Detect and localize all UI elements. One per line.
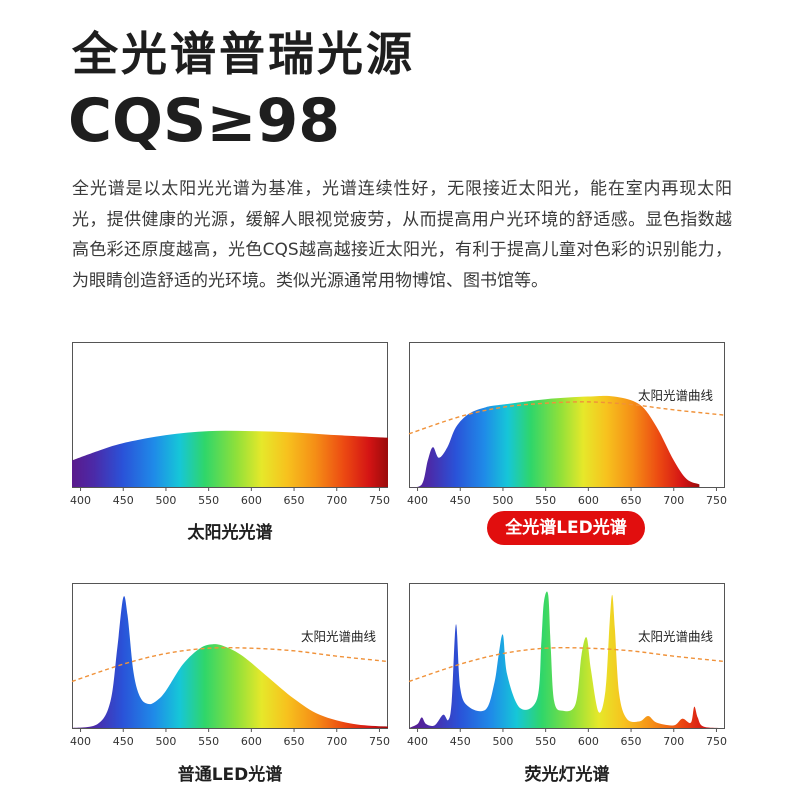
plot-frame: [409, 583, 725, 729]
x-tick-label: 400: [70, 735, 91, 748]
curve-label: 太阳光谱曲线: [638, 629, 714, 644]
sunlight-reference-curve: [71, 646, 389, 683]
x-tick-label: 450: [450, 494, 471, 507]
curve-label: 太阳光谱曲线: [301, 629, 377, 644]
chart-fluorescent: 太阳光谱曲线 400 450 500 550 600 650 700 750: [407, 583, 727, 753]
x-tick-label: 500: [155, 494, 176, 507]
x-tick-label: 450: [113, 735, 134, 748]
caption-ordinary-led: 普通LED光谱: [177, 765, 283, 785]
caption-full-spectrum-led: 全光谱LED光谱: [487, 511, 645, 545]
caption-fluorescent: 荧光灯光谱: [524, 765, 610, 785]
chart-sunlight-spectrum: 400 450 500 550 600 650 700 750: [70, 342, 390, 512]
x-tick-label: 600: [241, 735, 262, 748]
x-tick-label: 550: [198, 735, 219, 748]
sunlight-reference-curve: [408, 646, 726, 683]
x-tick-label: 450: [450, 735, 471, 748]
description-paragraph: 全光谱是以太阳光光谱为基准，光谱连续性好，无限接近太阳光，能在室内再现太阳光，提…: [72, 179, 732, 291]
plot-frame: [72, 583, 388, 729]
cqs-rating: CQS≥98: [68, 86, 341, 156]
page-title: 全光谱普瑞光源: [72, 27, 415, 81]
full-spectrum-led-chart: 太阳光谱曲线 400 450 500 550 600 650 700 750: [407, 342, 727, 507]
x-tick-label: 550: [198, 494, 219, 507]
x-tick-label: 500: [492, 735, 513, 748]
x-tick-label: 550: [535, 494, 556, 507]
x-tick-label: 650: [284, 494, 305, 507]
x-tick-label: 700: [663, 494, 684, 507]
spectrum-area: [409, 395, 700, 488]
x-tick-label: 500: [155, 735, 176, 748]
curve-label: 太阳光谱曲线: [638, 388, 714, 403]
x-tick-label: 750: [369, 735, 390, 748]
x-tick-label: 400: [407, 494, 428, 507]
x-tick-label: 700: [663, 735, 684, 748]
sunlight-spectrum-chart: 400 450 500 550 600 650 700 750: [70, 342, 390, 507]
x-tick-label: 650: [621, 494, 642, 507]
sunlight-reference-curve: [408, 401, 726, 435]
x-tick-label: 400: [407, 735, 428, 748]
x-tick-label: 750: [706, 735, 727, 748]
x-tick-label: 600: [578, 494, 599, 507]
plot-frame: [409, 342, 725, 488]
x-tick-label: 450: [113, 494, 134, 507]
spectrum-area: [72, 596, 388, 728]
x-tick-label: 650: [621, 735, 642, 748]
caption-sunlight: 太阳光光谱: [187, 523, 273, 543]
x-tick-label: 650: [284, 735, 305, 748]
x-tick-label: 700: [326, 735, 347, 748]
x-tick-label: 550: [535, 735, 556, 748]
spectrum-area: [409, 591, 725, 728]
spectrum-area: [72, 430, 388, 487]
chart-ordinary-led: 太阳光谱曲线 400 450 500 550 600 650 700 750: [70, 583, 390, 753]
fluorescent-chart: 太阳光谱曲线 400 450 500 550 600 650 700 750: [407, 583, 727, 748]
x-tick-label: 400: [70, 494, 91, 507]
x-tick-label: 600: [241, 494, 262, 507]
chart-full-spectrum-led: 太阳光谱曲线 400 450 500 550 600 650 700 750: [407, 342, 727, 512]
plot-frame: [72, 342, 388, 488]
x-tick-label: 600: [578, 735, 599, 748]
x-tick-label: 750: [706, 494, 727, 507]
x-tick-label: 750: [369, 494, 390, 507]
ordinary-led-chart: 太阳光谱曲线 400 450 500 550 600 650 700 750: [70, 583, 390, 748]
x-tick-label: 500: [492, 494, 513, 507]
x-tick-label: 700: [326, 494, 347, 507]
